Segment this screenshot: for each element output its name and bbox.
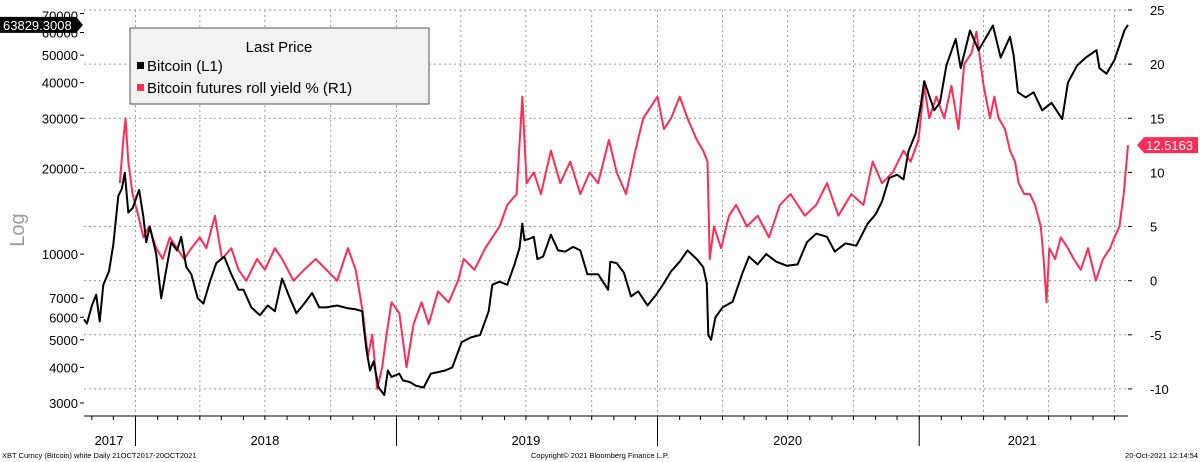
footer-center: Copyright© 2021 Bloomberg Finance L.P. xyxy=(531,451,669,460)
series-layer xyxy=(83,24,1129,396)
left-axis-ticks: 3000 4000 5000 6000 7000 10000 20000 30000 40000… xyxy=(42,8,84,411)
legend-label-roll-yield: Bitcoin futures roll yield % (R1) xyxy=(147,80,352,97)
y-axis-label-left: Log xyxy=(7,213,29,246)
right-tick-label: 5 xyxy=(1150,220,1157,235)
right-tick-label: 0 xyxy=(1150,274,1157,289)
year-label: 2018 xyxy=(250,433,279,448)
right-tick-label: 15 xyxy=(1150,111,1164,126)
left-tick-label: 4000 xyxy=(49,360,78,375)
left-tick-label: 20000 xyxy=(42,161,78,176)
series-line-roll-yield xyxy=(118,30,1129,390)
last-value-label-roll-yield: 12.5163 xyxy=(1146,138,1193,153)
right-axis-ticks: -10 -5 0 5 10 15 20 25 xyxy=(1128,3,1169,397)
x-ticks xyxy=(91,416,1115,446)
year-label: 2021 xyxy=(1008,433,1037,448)
last-value-tags: 63829.3008 12.5163 xyxy=(0,16,1198,154)
legend-title: Last Price xyxy=(246,39,313,56)
right-tick-label: -5 xyxy=(1150,328,1162,343)
last-value-tag-bitcoin xyxy=(0,16,83,33)
grid xyxy=(84,9,1128,416)
last-value-label-bitcoin: 63829.3008 xyxy=(3,18,72,33)
left-tick-label: 6000 xyxy=(49,310,78,325)
left-tick-label: 3000 xyxy=(49,396,78,411)
year-labels: 2017 2018 2019 2020 2021 xyxy=(95,433,1037,448)
left-tick-label: 40000 xyxy=(42,76,78,91)
legend-label-bitcoin: Bitcoin (L1) xyxy=(147,58,223,75)
left-tick-label: 7000 xyxy=(49,291,78,306)
series-line-bitcoin xyxy=(83,24,1129,396)
legend: Last Price Bitcoin (L1) Bitcoin futures … xyxy=(129,27,430,105)
left-tick-label: 50000 xyxy=(42,48,78,63)
legend-swatch-roll-yield xyxy=(137,84,144,91)
right-tick-label: -10 xyxy=(1150,382,1169,397)
last-value-tag-roll-yield xyxy=(1137,137,1198,154)
year-label: 2017 xyxy=(95,433,124,448)
right-tick-label: 10 xyxy=(1150,165,1164,180)
footer-left: XBT Curncy (Bitcoin) white Daily 21OCT20… xyxy=(2,451,197,460)
left-tick-label: 30000 xyxy=(42,111,78,126)
left-tick-label: 5000 xyxy=(49,333,78,348)
right-tick-label: 20 xyxy=(1150,57,1164,72)
footer-right: 20-Oct-2021 12:14:54 xyxy=(1125,451,1198,460)
legend-box xyxy=(129,27,430,105)
right-tick-label: 25 xyxy=(1150,3,1164,18)
legend-swatch-bitcoin xyxy=(137,62,144,69)
left-tick-label: 10000 xyxy=(42,247,78,262)
year-label: 2019 xyxy=(511,433,540,448)
year-label: 2020 xyxy=(773,433,802,448)
